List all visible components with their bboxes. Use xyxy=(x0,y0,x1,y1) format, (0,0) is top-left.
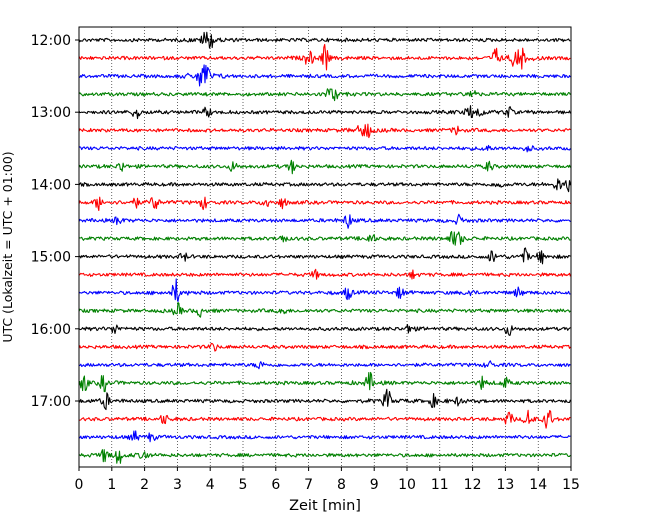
trace-1515 xyxy=(78,268,571,280)
trace-1630 xyxy=(78,360,571,370)
x-tick-label-6: 6 xyxy=(271,477,280,493)
x-tick-label-8: 8 xyxy=(337,477,346,493)
trace-1245 xyxy=(78,88,571,102)
trace-1615 xyxy=(78,342,571,352)
trace-1230 xyxy=(78,64,571,87)
x-tick-label-9: 9 xyxy=(370,477,379,493)
trace-1430 xyxy=(78,213,571,229)
trace-1715 xyxy=(78,409,571,429)
trace-1345 xyxy=(78,159,571,175)
x-tick-label-13: 13 xyxy=(496,477,514,493)
trace-1730 xyxy=(78,430,571,443)
trace-1530 xyxy=(78,278,571,303)
plot-frame xyxy=(78,26,572,468)
trace-1700 xyxy=(78,388,571,411)
trace-1215 xyxy=(78,43,571,71)
x-tick-label-4: 4 xyxy=(206,477,215,493)
x-tick-label-14: 14 xyxy=(529,477,547,493)
x-axis-label: Zeit [min] xyxy=(289,498,361,514)
x-tick-label-7: 7 xyxy=(304,477,313,493)
trace-1415 xyxy=(78,196,571,212)
trace-1500 xyxy=(78,247,571,265)
trace-1330 xyxy=(78,144,571,153)
trace-1200 xyxy=(78,31,571,49)
x-tick-label-11: 11 xyxy=(431,477,449,493)
y-tick-label-1: 13:00 xyxy=(31,105,71,121)
x-tick-label-12: 12 xyxy=(464,477,482,493)
trace-1645 xyxy=(78,371,571,393)
x-tick-label-10: 10 xyxy=(398,477,416,493)
x-tick-label-1: 1 xyxy=(107,477,116,493)
y-axis-label: UTC (Lokalzeit = UTC + 01:00) xyxy=(0,151,15,342)
x-tick-label-3: 3 xyxy=(173,477,182,493)
trace-1745 xyxy=(78,449,571,464)
trace-1445 xyxy=(78,230,571,246)
y-axis: 12:00 13:00 14:00 15:00 16:00 17:00 xyxy=(31,33,79,410)
trace-1600 xyxy=(78,324,571,336)
x-tick-label-0: 0 xyxy=(75,477,84,493)
y-tick-label-4: 16:00 xyxy=(31,322,71,338)
x-tick-label-5: 5 xyxy=(239,477,248,493)
x-tick-label-2: 2 xyxy=(140,477,149,493)
trace-1315 xyxy=(78,123,571,139)
trace-series xyxy=(78,31,571,464)
x-tick-label-15: 15 xyxy=(562,477,580,493)
y-tick-label-0: 12:00 xyxy=(31,33,71,49)
grid-lines xyxy=(111,27,539,467)
trace-1400 xyxy=(78,178,571,193)
trace-1545 xyxy=(78,301,571,318)
x-axis: 0 1 2 3 4 5 6 7 8 9 10 11 12 13 14 15 xyxy=(75,467,580,493)
y-tick-label-2: 14:00 xyxy=(31,177,71,193)
y-tick-label-5: 17:00 xyxy=(31,394,71,410)
y-tick-label-3: 15:00 xyxy=(31,250,71,266)
trace-1300 xyxy=(78,105,571,120)
